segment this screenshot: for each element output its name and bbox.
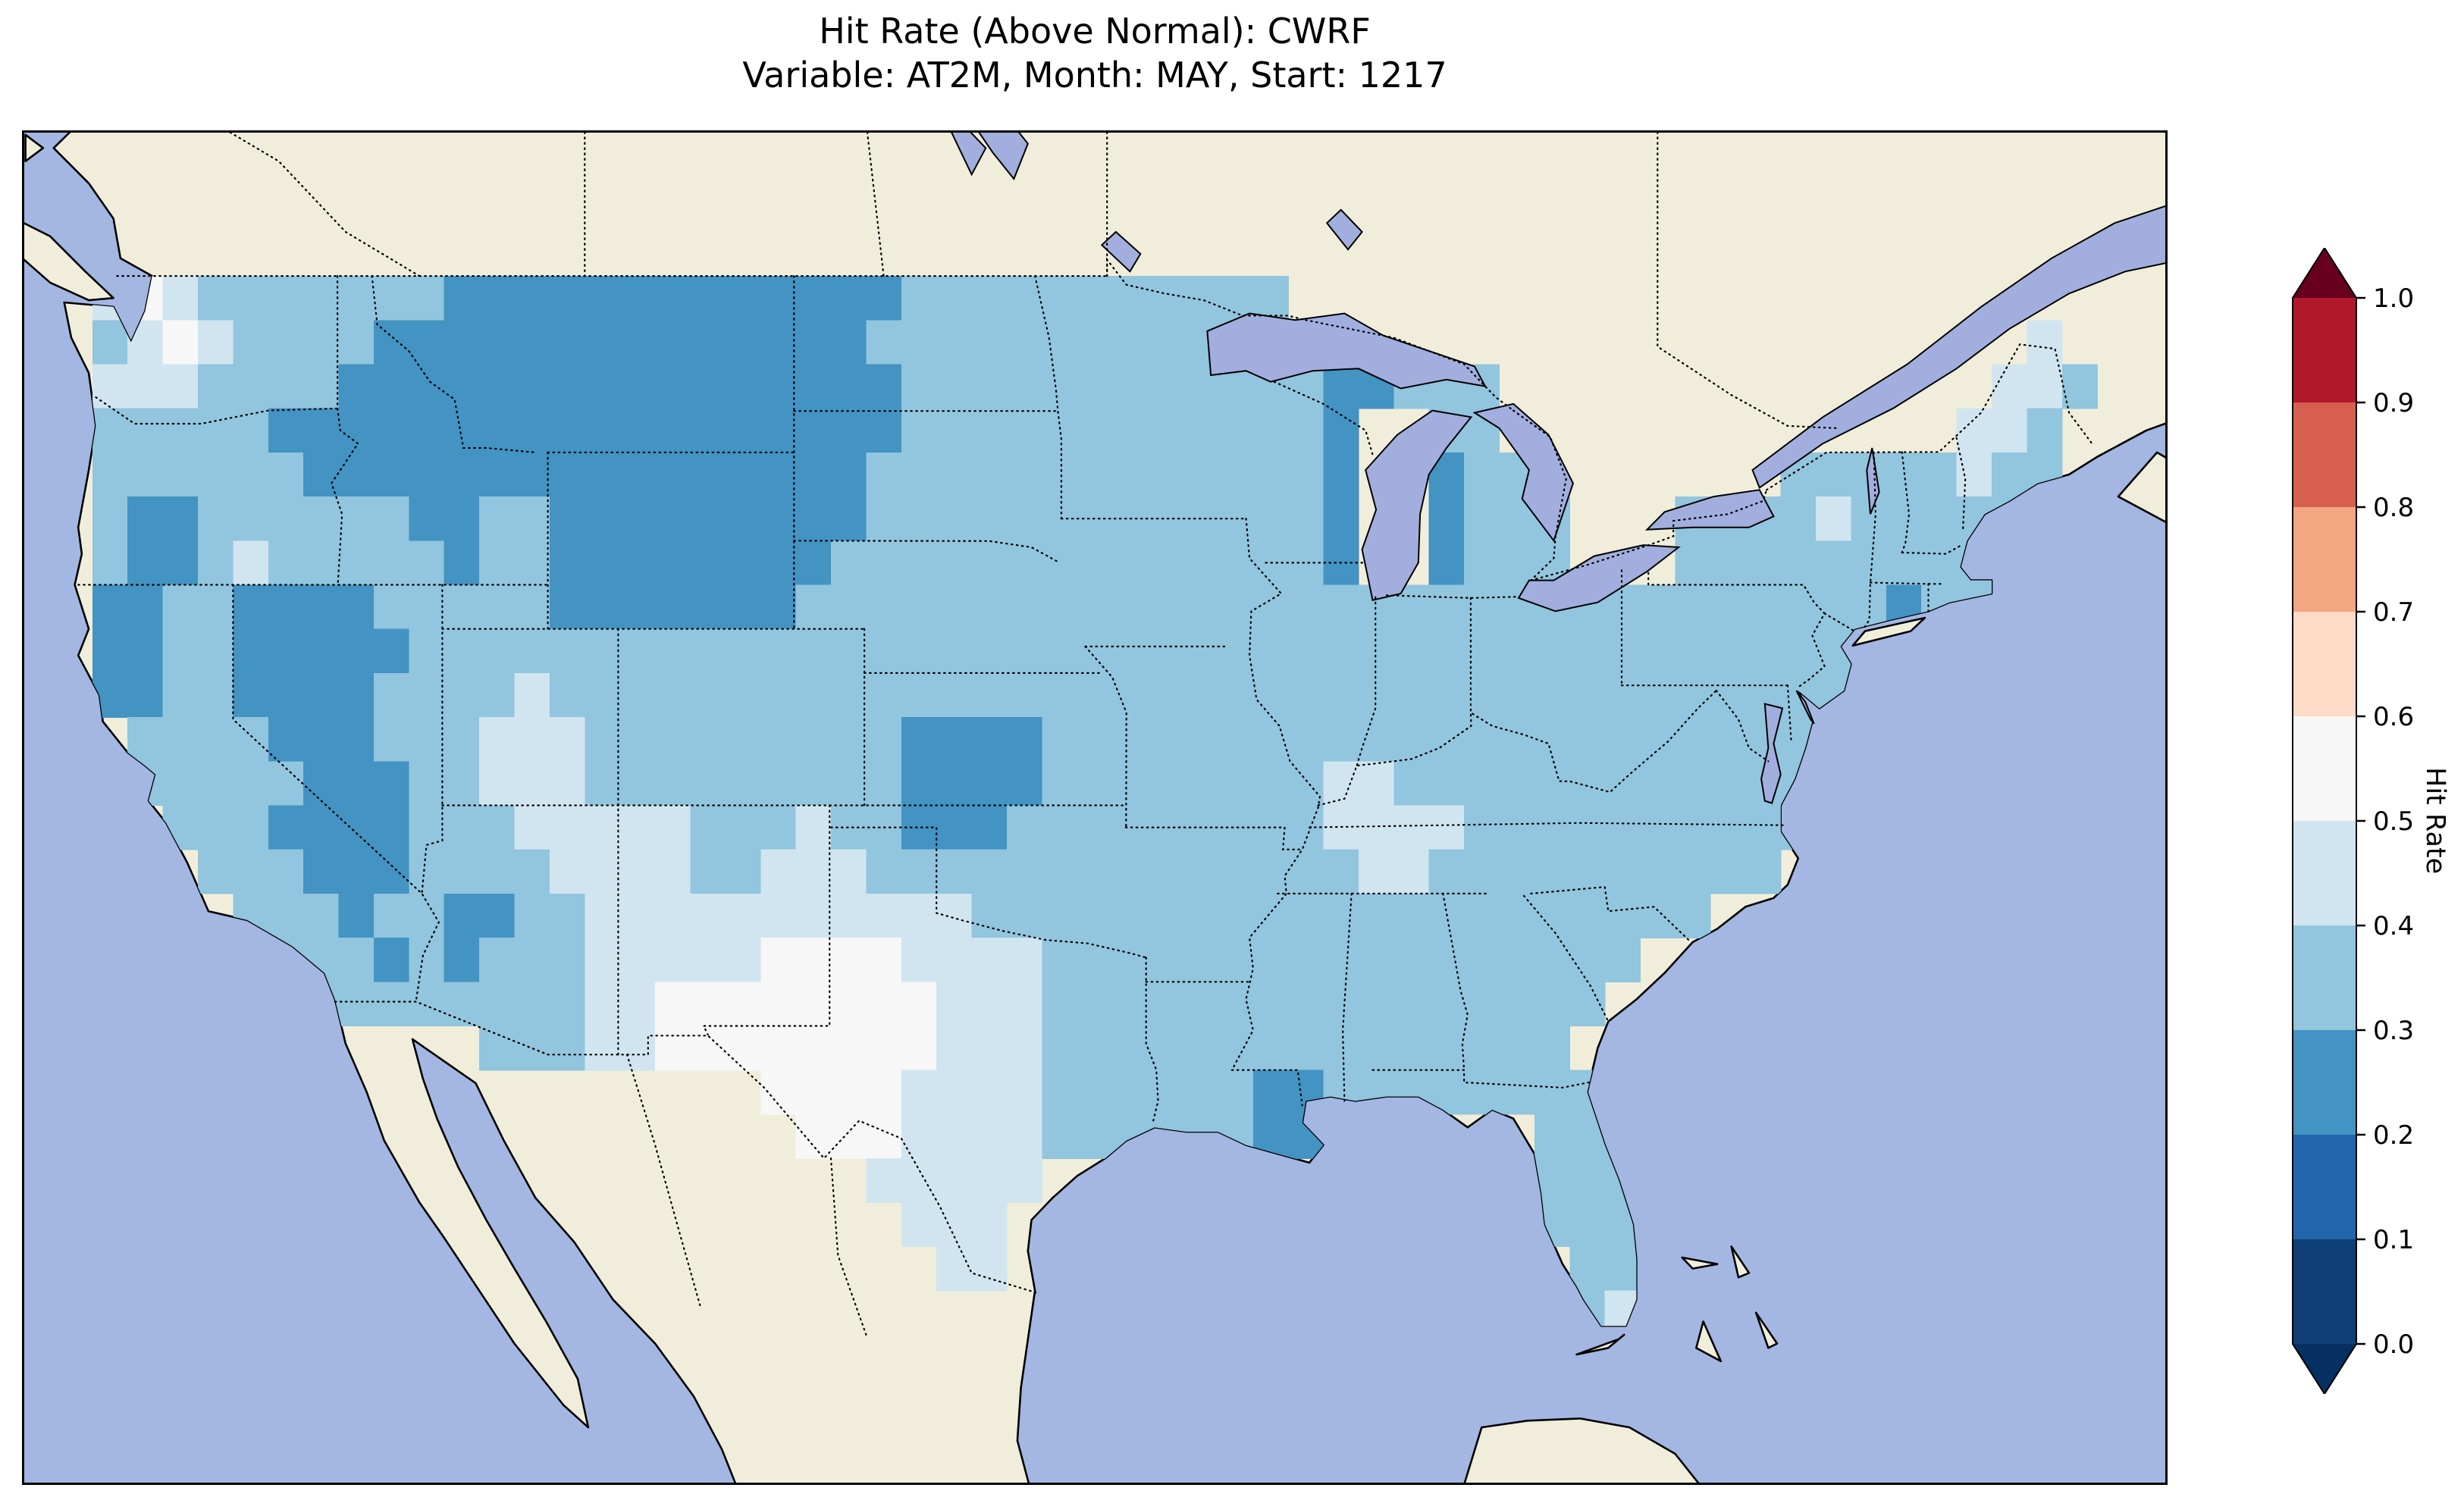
- colorbar-segment: [2293, 926, 2356, 1030]
- colorbar: 1.0 0.9 0.8 0.7 0.6 0.5 0.4 0.3 0.2 0.1 0.0: [2285, 246, 2464, 1395]
- colorbar-tick-label: 0.1: [2373, 1225, 2414, 1255]
- colorbar-segment: [2293, 507, 2356, 612]
- colorbar-tick-label: 0.8: [2373, 493, 2414, 523]
- state-country-borders: [77, 130, 2095, 1336]
- colorbar-axis-label: Hit Rate: [2420, 767, 2450, 875]
- hit-rate-cells: [92, 276, 2098, 1336]
- colorbar-segment: [2293, 1135, 2356, 1239]
- map-frame: [22, 130, 2168, 1485]
- colorbar-over-arrow: [2293, 248, 2356, 298]
- colorbar-segment: [2293, 1030, 2356, 1135]
- colorbar-under-arrow: [2293, 1344, 2356, 1394]
- figure-title-line1: Hit Rate (Above Normal): CWRF: [819, 11, 1371, 52]
- colorbar-tick-label: 0.7: [2373, 597, 2414, 628]
- colorbar-segment: [2293, 402, 2356, 507]
- lakes: [949, 130, 2168, 804]
- figure-title-line2: Variable: AT2M, Month: MAY, Start: 1217: [742, 55, 1447, 96]
- colorbar-tick-label: 0.2: [2373, 1120, 2414, 1151]
- colorbar-canvas: 1.0 0.9 0.8 0.7 0.6 0.5 0.4 0.3 0.2 0.1 0.0: [2292, 246, 2414, 1395]
- colorbar-segment: [2293, 821, 2356, 926]
- map-canvas: [22, 130, 2168, 1485]
- colorbar-tick-label: 0.6: [2373, 702, 2414, 732]
- figure-title: Hit Rate (Above Normal): CWRF Variable: …: [22, 9, 2168, 97]
- colorbar-tick-label: 0.5: [2373, 807, 2414, 837]
- colorbar-tick-label: 0.3: [2373, 1016, 2414, 1046]
- colorbar-tick-label: 0.4: [2373, 911, 2414, 941]
- colorbar-segment: [2293, 1239, 2356, 1344]
- colorbar-segment: [2293, 298, 2356, 402]
- colorbar-tick-label: 1.0: [2373, 283, 2414, 314]
- map-panel: [22, 130, 2168, 1485]
- colorbar-tick-label: 0.0: [2373, 1330, 2414, 1360]
- colorbar-segment: [2293, 612, 2356, 716]
- colorbar-tick-label: 0.9: [2373, 388, 2414, 418]
- colorbar-segment: [2293, 716, 2356, 821]
